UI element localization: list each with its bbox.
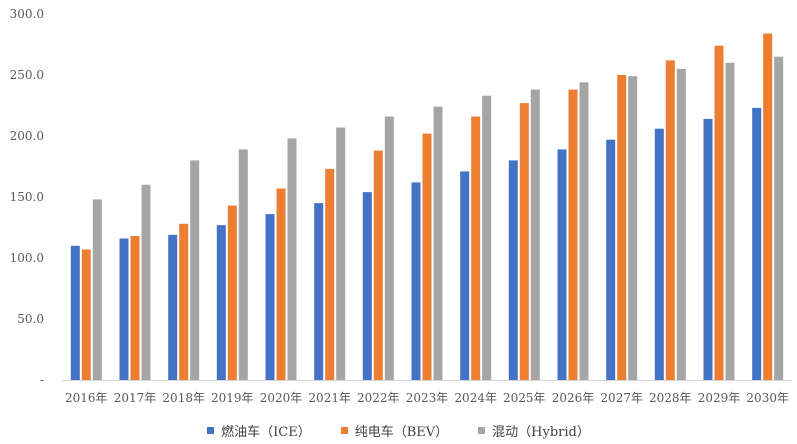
legend-swatch-hybrid (478, 426, 486, 434)
x-tick-label: 2026年 (552, 391, 595, 405)
chart: - 50.0 100.0 150.0 200.0 250.0 300.0 2016年 2017… (10, 7, 792, 405)
y-tick-label: 250.0 (10, 68, 44, 82)
bar-ice (508, 160, 518, 380)
bar-hybrid (287, 138, 297, 380)
legend-item-hybrid: 混动（Hybrid） (478, 421, 590, 440)
bar-bev (422, 133, 432, 380)
x-tick-label: 2016年 (65, 391, 108, 405)
legend: 燃油车（ICE） 纯电车（BEV） 混动（Hybrid） (0, 420, 797, 440)
bar-bev (568, 89, 578, 380)
bar-hybrid (141, 184, 151, 380)
bar-ice (314, 203, 324, 380)
bar-bev (325, 168, 335, 380)
bar-ice (752, 107, 762, 381)
x-axis: 2016年 2017年 2018年 2019年 2020年 2021年 2022年 2023年… (65, 391, 789, 405)
x-tick-label: 2024年 (454, 391, 497, 405)
x-tick-label: 2030年 (746, 391, 789, 405)
y-tick-label: 300.0 (10, 7, 44, 21)
bar-bev (179, 223, 189, 380)
x-tick-label: 2019年 (211, 391, 254, 405)
y-tick-label: 200.0 (10, 129, 44, 143)
bar-ice (411, 182, 421, 380)
bar-hybrid (336, 127, 346, 380)
bar-hybrid (774, 56, 784, 380)
bars (70, 33, 784, 381)
legend-item-bev: 纯电车（BEV） (340, 421, 449, 440)
bar-hybrid (725, 62, 735, 381)
bar-hybrid (433, 106, 443, 380)
bar-bev (130, 236, 140, 380)
bar-hybrid (530, 89, 540, 380)
x-tick-label: 2023年 (406, 391, 449, 405)
bar-ice (654, 128, 664, 380)
legend-label-hybrid: 混动（Hybrid） (492, 424, 590, 440)
bar-bev (276, 188, 286, 380)
y-tick-label: 100.0 (10, 251, 44, 265)
x-tick-label: 2017年 (114, 391, 157, 405)
bar-ice (362, 192, 372, 380)
legend-swatch-ice (207, 426, 215, 434)
x-tick-label: 2027年 (600, 391, 643, 405)
bar-bev (227, 205, 237, 380)
bar-bev (763, 33, 773, 380)
bar-ice (703, 118, 713, 381)
bar-hybrid (92, 199, 102, 380)
y-tick-label: 50.0 (17, 312, 44, 326)
bar-hybrid (579, 82, 589, 381)
bar-bev (665, 60, 675, 381)
bar-hybrid (482, 95, 492, 380)
bar-ice (606, 139, 616, 380)
legend-swatch-bev (340, 426, 348, 434)
x-tick-label: 2028年 (649, 391, 692, 405)
bar-hybrid (628, 76, 638, 380)
x-tick-label: 2020年 (260, 391, 303, 405)
bar-ice (70, 245, 80, 380)
bar-hybrid (238, 149, 248, 380)
bar-bev (714, 45, 724, 380)
bar-hybrid (190, 160, 200, 380)
bar-ice (460, 171, 470, 380)
bar-ice (216, 225, 226, 380)
bar-bev (519, 103, 529, 380)
bar-ice (557, 149, 567, 380)
bar-ice (119, 238, 129, 380)
bar-bev (617, 75, 627, 380)
x-tick-label: 2022年 (357, 391, 400, 405)
bar-bev (471, 116, 481, 380)
bar-hybrid (384, 116, 394, 380)
y-tick-label: 150.0 (10, 190, 44, 204)
x-tick-label: 2029年 (698, 391, 741, 405)
x-tick-label: 2018年 (162, 391, 205, 405)
x-tick-label: 2025年 (503, 391, 546, 405)
y-axis: - 50.0 100.0 150.0 200.0 250.0 300.0 (10, 7, 44, 387)
bar-bev (81, 249, 91, 380)
bar-hybrid (676, 68, 686, 381)
x-tick-label: 2021年 (308, 391, 351, 405)
y-tick-label: - (40, 373, 44, 387)
bar-bev (373, 150, 383, 380)
legend-label-ice: 燃油车（ICE） (221, 424, 311, 440)
legend-item-ice: 燃油车（ICE） (207, 421, 311, 440)
bar-ice (265, 214, 275, 380)
legend-label-bev: 纯电车（BEV） (354, 424, 449, 440)
bar-ice (168, 234, 178, 380)
